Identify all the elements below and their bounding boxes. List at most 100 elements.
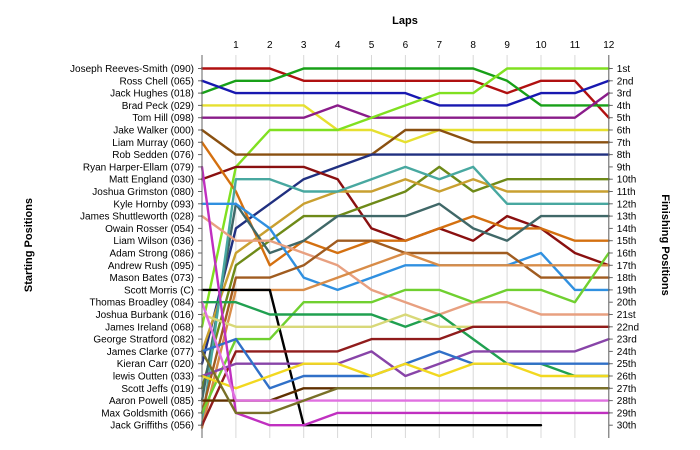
finishing-label: 3rd xyxy=(617,89,631,100)
x-tick-label: 12 xyxy=(603,40,615,51)
finishing-label: 4th xyxy=(617,101,631,112)
x-tick-label: 6 xyxy=(403,40,409,51)
x-tick-label: 4 xyxy=(335,40,341,51)
starting-label: Liam Murray (060) xyxy=(112,138,194,149)
x-tick-label: 3 xyxy=(301,40,307,51)
finishing-label: 29th xyxy=(617,408,636,419)
series-line-30 xyxy=(200,350,610,415)
finishing-label: 22nd xyxy=(617,322,639,333)
series-line-20 xyxy=(200,251,610,415)
starting-label: George Stratford (082) xyxy=(93,335,194,346)
starting-labels: Joseph Reeves-Smith (090)Ross Chell (065… xyxy=(70,64,194,432)
starting-label: Adam Strong (086) xyxy=(110,249,195,260)
starting-label: Liam Wilson (036) xyxy=(113,236,194,247)
starting-label: Joseph Reeves-Smith (090) xyxy=(70,64,194,75)
finishing-label: 13th xyxy=(617,212,636,223)
x-tick-label: 7 xyxy=(437,40,443,51)
finishing-label: 24th xyxy=(617,347,636,358)
x-tick-label: 1 xyxy=(233,40,239,51)
series-layer xyxy=(200,67,610,429)
starting-label: lewis Outten (033) xyxy=(113,372,194,383)
starting-label: Jack Hughes (018) xyxy=(110,89,194,100)
finishing-label: 17th xyxy=(617,261,636,272)
x-tick-label: 9 xyxy=(504,40,510,51)
finishing-label: 2nd xyxy=(617,76,634,87)
starting-label: Owain Rosser (054) xyxy=(105,224,194,235)
finishing-label: 18th xyxy=(617,273,636,284)
x-tick-label: 11 xyxy=(570,40,581,51)
series-line-8 xyxy=(200,153,610,365)
series-line-4 xyxy=(200,104,610,144)
starting-label: James Clarke (077) xyxy=(107,347,194,358)
series-line-16 xyxy=(200,214,610,316)
series-line-3 xyxy=(200,79,610,107)
starting-label: James Ireland (068) xyxy=(105,322,194,333)
finishing-label: 1st xyxy=(617,64,631,75)
finishing-label: 12th xyxy=(617,199,636,210)
starting-label: Matt England (030) xyxy=(109,175,194,186)
finishing-label: 28th xyxy=(617,396,636,407)
plot-background xyxy=(202,55,610,440)
starting-label: Ross Chell (065) xyxy=(120,76,194,87)
finishing-label: 6th xyxy=(617,126,631,137)
starting-label: Thomas Broadley (084) xyxy=(90,298,195,309)
starting-label: Joshua Burbank (016) xyxy=(96,310,194,321)
finishing-label: 20th xyxy=(617,298,636,309)
series-line-6 xyxy=(200,67,610,328)
finishing-label: 11th xyxy=(617,187,636,198)
series-line-5 xyxy=(200,91,610,119)
finishing-label: 26th xyxy=(617,372,636,383)
series-line-23 xyxy=(200,325,610,427)
series-line-15 xyxy=(200,202,610,292)
series-line-7 xyxy=(200,128,610,156)
starting-label: Scott Morris (C) xyxy=(124,285,194,296)
finishing-label: 7th xyxy=(617,138,631,149)
finishing-label: 10th xyxy=(617,175,636,186)
finishing-label: 9th xyxy=(617,162,631,173)
series-line-24 xyxy=(200,337,610,378)
starting-label: Andrew Rush (095) xyxy=(108,261,194,272)
series-line-19 xyxy=(200,288,543,427)
starting-label: Scott Jeffs (019) xyxy=(121,384,194,395)
starting-label: Mason Bates (073) xyxy=(110,273,195,284)
finishing-label: 25th xyxy=(617,359,636,370)
x-tick-label: 2 xyxy=(267,40,273,51)
x-tick-labels: 1 2 3 4 5 6 7 8 9 10 11 12 xyxy=(233,40,615,51)
starting-label: Jack Griffiths (056) xyxy=(110,421,194,432)
finishing-label: 5th xyxy=(617,113,631,124)
finishing-label: 27th xyxy=(617,384,636,395)
starting-label: Joshua Grimston (080) xyxy=(92,187,194,198)
series-line-27 xyxy=(200,165,610,427)
chart-title: Laps xyxy=(392,15,418,27)
y-axis-left-title: Starting Positions xyxy=(23,198,35,292)
series-line-26 xyxy=(200,362,610,390)
y-axis-right-title: Finishing Positions xyxy=(659,194,671,295)
finishing-label: 16th xyxy=(617,249,636,260)
finishing-label: 23rd xyxy=(617,335,637,346)
starting-label: Tom Hill (098) xyxy=(132,113,194,124)
finishing-label: 30th xyxy=(617,421,636,432)
axes xyxy=(198,55,613,438)
starting-label: Kieran Carr (020) xyxy=(117,359,194,370)
finishing-label: 21st xyxy=(617,310,636,321)
starting-label: Aaron Powell (085) xyxy=(109,396,194,407)
series-line-13 xyxy=(200,202,610,402)
finishing-label: 19th xyxy=(617,285,636,296)
starting-label: James Shuttleworth (028) xyxy=(80,212,194,223)
finishing-label: 14th xyxy=(617,224,636,235)
finishing-label: 15th xyxy=(617,236,636,247)
series-line-11 xyxy=(200,141,610,267)
x-tick-label: 8 xyxy=(470,40,476,51)
x-tick-label: 5 xyxy=(369,40,375,51)
starting-label: Max Goldsmith (066) xyxy=(101,408,194,419)
starting-label: Ryan Harper-Ellam (079) xyxy=(83,162,194,173)
series-line-2 xyxy=(200,67,610,107)
starting-label: Jake Walker (000) xyxy=(113,126,194,137)
starting-label: Kyle Hornby (093) xyxy=(113,199,194,210)
starting-label: Brad Peck (029) xyxy=(122,101,194,112)
x-tick-label: 10 xyxy=(535,40,547,51)
finishing-label: 8th xyxy=(617,150,631,161)
series-line-29 xyxy=(200,301,610,402)
